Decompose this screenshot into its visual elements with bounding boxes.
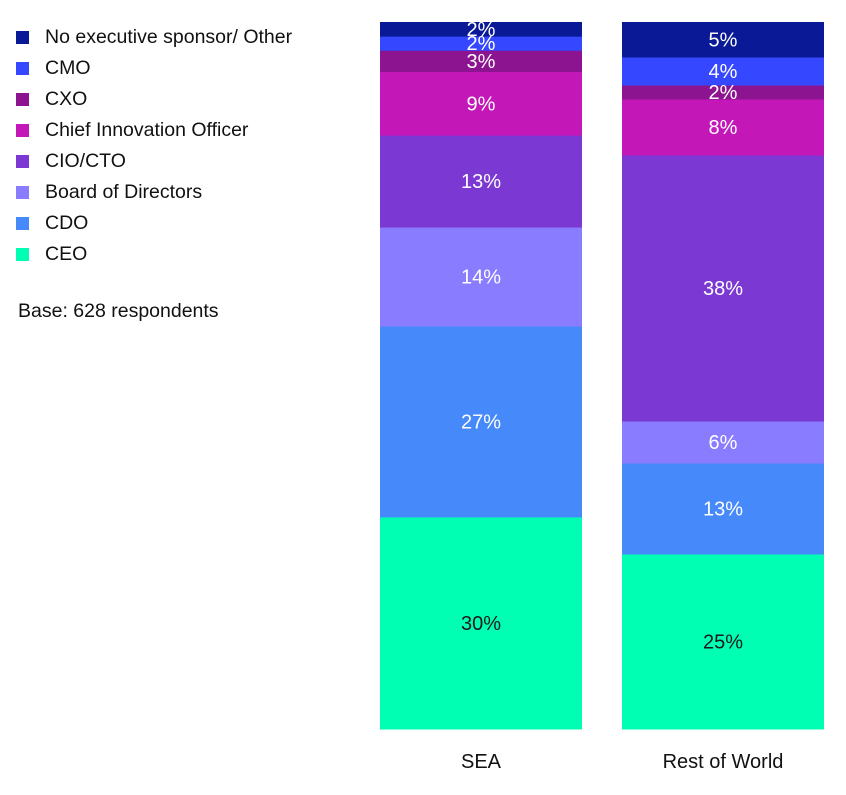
legend-swatch [16,93,29,106]
bar-segment [380,50,582,72]
legend-swatch [16,31,29,44]
bar-segment [622,57,824,86]
legend-item: No executive sponsor/ Other [16,22,292,53]
bar-segment [380,71,582,136]
data-label: 25% [703,632,743,654]
data-label: 30% [461,613,501,635]
legend-item: CIO/CTO [16,146,292,177]
bar-segment [622,85,824,100]
data-label: 3% [467,51,496,73]
bar-segment [380,135,582,228]
bar-segment [622,421,824,464]
legend-swatch [16,186,29,199]
legend-swatch [16,155,29,168]
bar-segment [380,516,582,730]
legend-swatch [16,217,29,230]
chart-legend: No executive sponsor/ Other CMO CXO Chief I… [16,22,292,270]
data-label: 13% [461,171,501,193]
data-label: 27% [461,411,501,433]
bar-segment [380,326,582,518]
legend-label: CEO [45,243,88,265]
legend-label: CIO/CTO [45,150,126,172]
legend-item: CMO [16,53,292,84]
base-note: Base: 628 respondents [18,300,219,322]
data-label: 6% [709,432,738,454]
legend-label: Board of Directors [45,181,203,203]
data-label: 2% [467,33,496,55]
bar-segment [622,22,824,58]
data-label: 2% [709,82,738,104]
data-label: 5% [709,30,738,52]
data-label: 8% [709,117,738,139]
legend-item: Chief Innovation Officer [16,115,292,146]
category-label: SEA [461,751,502,773]
legend-label: No executive sponsor/ Other [45,26,293,48]
data-label: 14% [461,267,501,289]
legend-item: CXO [16,84,292,115]
legend-swatch [16,124,29,137]
legend-item: Board of Directors [16,177,292,208]
bar-segment [622,463,824,555]
data-label: 2% [467,19,496,41]
legend-label: CDO [45,212,89,234]
legend-swatch [16,248,29,261]
legend-swatch [16,62,29,75]
bar-segment [380,22,582,37]
legend-label: CMO [45,57,91,79]
legend-label: CXO [45,88,88,110]
bar-segment [622,155,824,422]
legend-label: Chief Innovation Officer [45,119,249,141]
category-label: Rest of World [663,751,784,773]
data-label: 13% [703,499,743,521]
bar-segment [380,36,582,51]
legend-item: CDO [16,208,292,239]
data-label: 9% [467,93,496,115]
data-label: 38% [703,278,743,300]
bar-segment [622,554,824,730]
bar-segment [622,99,824,156]
data-label: 4% [709,61,738,83]
legend-item: CEO [16,239,292,270]
bar-segment [380,227,582,327]
